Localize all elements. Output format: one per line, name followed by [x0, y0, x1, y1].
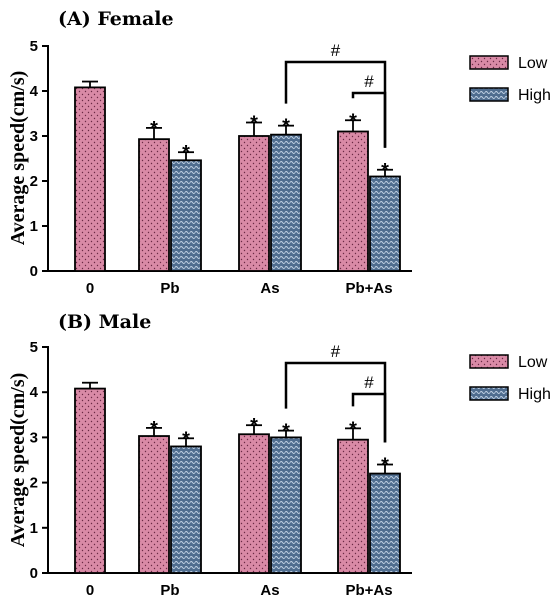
x-tick-label: Pb	[160, 280, 179, 297]
bracket-label: #	[364, 72, 374, 91]
y-tick-label: 2	[30, 475, 38, 492]
bracket-label: #	[331, 342, 341, 361]
y-tick-label: 0	[30, 263, 38, 280]
panel-title-a: (A) Female	[58, 8, 174, 30]
significance-mark: *	[250, 415, 258, 437]
significance-mark: *	[182, 428, 190, 450]
significance-mark: *	[349, 110, 357, 132]
legend-swatch-high	[469, 386, 509, 401]
legend-swatch-low	[469, 55, 509, 70]
y-tick-label: 1	[30, 520, 38, 537]
significance-mark: *	[150, 418, 158, 440]
significance-mark: *	[282, 421, 290, 443]
y-tick-label: 1	[30, 218, 38, 235]
panel-title-b: (B) Male	[58, 311, 151, 333]
significance-mark: *	[349, 418, 357, 440]
x-tick-label: 0	[86, 280, 94, 297]
y-tick-label: 0	[30, 565, 38, 582]
y-axis-label-b: Average speed(cm/s)	[7, 373, 29, 548]
plot-area-a: 0 1 2 3 4 5 0 * * Pb * * As * * Pb+As # #	[30, 38, 412, 297]
bar-high	[369, 175, 401, 272]
bar-low	[337, 438, 369, 574]
legend-swatch-high	[469, 87, 509, 102]
y-tick-label: 2	[30, 173, 38, 190]
significance-mark: *	[250, 113, 258, 135]
y-tick-label: 4	[30, 83, 39, 100]
y-tick-label: 5	[30, 339, 38, 356]
significance-mark: *	[381, 160, 389, 182]
bar-low	[138, 138, 170, 272]
significance-mark: *	[381, 455, 389, 477]
y-tick-label: 4	[30, 384, 39, 401]
y-tick-label: 3	[30, 128, 38, 145]
x-tick-label: As	[260, 280, 279, 297]
bar-high	[170, 445, 202, 574]
legend-label-low: Low	[518, 55, 548, 72]
bar-low	[74, 86, 106, 272]
legend-b: Low High	[469, 354, 550, 403]
bar-low	[337, 130, 369, 272]
bracket-label: #	[331, 41, 341, 60]
legend-label-high: High	[518, 87, 550, 104]
y-tick-label: 5	[30, 38, 38, 55]
significance-mark: *	[150, 118, 158, 140]
legend-swatch-low	[469, 354, 509, 369]
bar-high	[170, 159, 202, 272]
bar-low	[138, 435, 170, 574]
bar-low	[238, 433, 270, 574]
bar-high	[270, 436, 302, 574]
legend-a: Low High	[469, 55, 550, 104]
x-tick-label: 0	[86, 582, 94, 599]
bar-high	[369, 472, 401, 574]
x-tick-label: As	[260, 582, 279, 599]
bar-low	[238, 135, 270, 272]
y-axis-label-a: Average speed(cm/s)	[7, 71, 29, 246]
significance-mark: *	[282, 116, 290, 138]
bar-high	[270, 133, 302, 272]
significance-mark: *	[182, 142, 190, 164]
x-tick-label: Pb	[160, 582, 179, 599]
bracket-label: #	[364, 373, 374, 392]
significance-bracket	[351, 392, 387, 443]
plot-area-b: 0 1 2 3 4 5 0 * * Pb * * As * * Pb+As # #	[30, 339, 412, 599]
legend-label-high: High	[518, 386, 550, 403]
legend-label-low: Low	[518, 354, 548, 371]
x-tick-label: Pb+As	[345, 280, 392, 297]
y-tick-label: 3	[30, 429, 38, 446]
bar-low	[74, 387, 106, 574]
significance-bracket	[351, 91, 387, 148]
x-tick-label: Pb+As	[345, 582, 392, 599]
